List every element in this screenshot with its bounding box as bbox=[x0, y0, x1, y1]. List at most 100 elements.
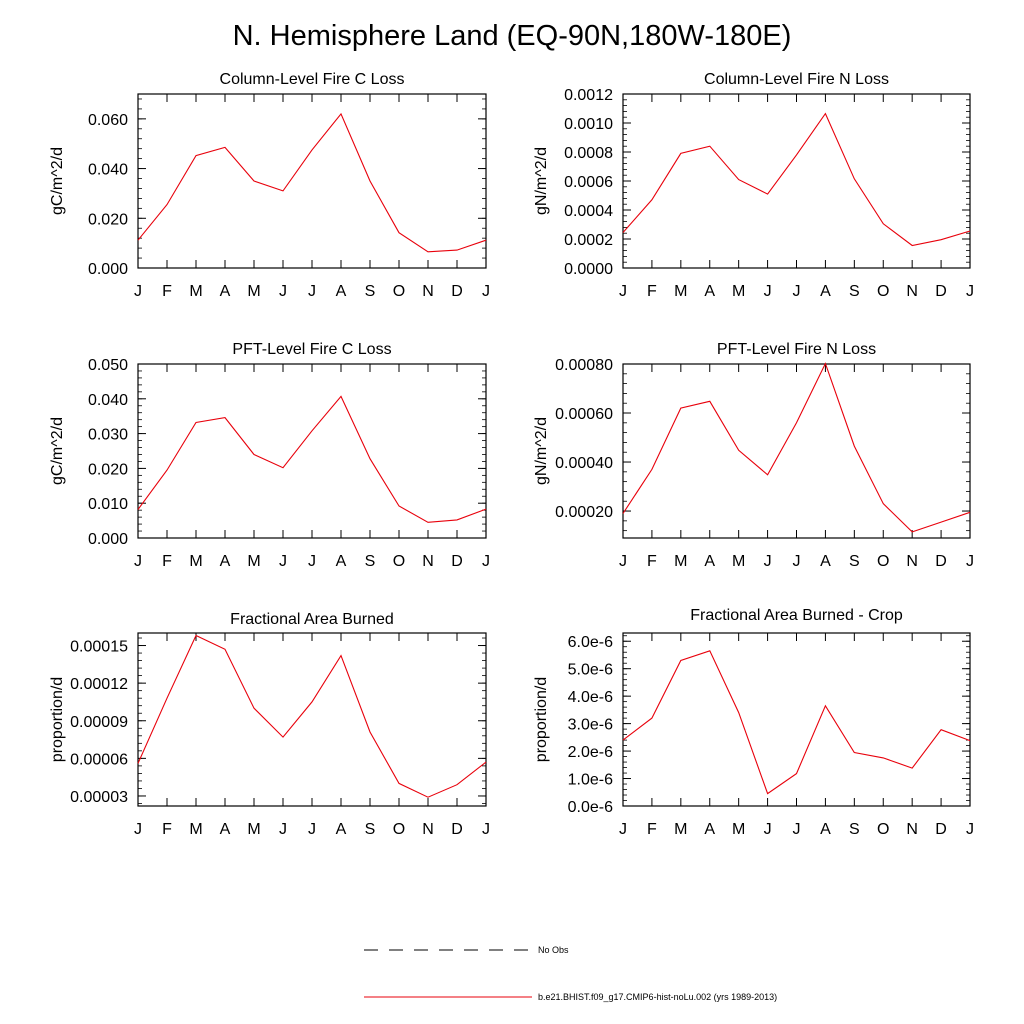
panel-title: Fractional Area Burned bbox=[230, 611, 394, 628]
x-tick-label: J bbox=[482, 821, 490, 838]
series-line bbox=[622, 650, 971, 795]
x-tick-label: O bbox=[393, 283, 405, 300]
legend-label: No Obs bbox=[538, 945, 569, 955]
x-tick-label: M bbox=[732, 553, 745, 570]
x-tick-label: N bbox=[422, 283, 434, 300]
x-tick-label: F bbox=[162, 821, 172, 838]
y-tick-label: 0.0008 bbox=[564, 145, 613, 162]
panel-title: Column-Level Fire N Loss bbox=[704, 71, 889, 88]
x-tick-label: J bbox=[134, 283, 142, 300]
x-tick-label: J bbox=[619, 553, 627, 570]
y-tick-label: 0.00012 bbox=[70, 676, 128, 693]
x-tick-label: J bbox=[482, 553, 490, 570]
y-tick-label: 0.000 bbox=[88, 531, 128, 548]
x-tick-label: O bbox=[877, 821, 889, 838]
x-tick-label: F bbox=[162, 553, 172, 570]
x-tick-label: J bbox=[279, 283, 287, 300]
y-axis-label: gC/m^2/d bbox=[49, 417, 66, 485]
plot-frame bbox=[137, 632, 487, 807]
x-tick-label: N bbox=[422, 821, 434, 838]
y-axis-label: gC/m^2/d bbox=[49, 147, 66, 215]
y-tick-label: 0.00040 bbox=[555, 455, 613, 472]
x-tick-label: S bbox=[849, 553, 860, 570]
x-tick-label: J bbox=[134, 553, 142, 570]
y-tick-label: 0.0006 bbox=[564, 174, 613, 191]
y-tick-label: 0.000 bbox=[88, 261, 128, 278]
y-tick-label: 0.00020 bbox=[555, 504, 613, 521]
y-axis-label: gN/m^2/d bbox=[533, 147, 550, 215]
x-tick-label: N bbox=[906, 283, 918, 300]
series-line bbox=[137, 112, 487, 253]
panel-title: Fractional Area Burned - Crop bbox=[690, 607, 903, 624]
x-tick-label: J bbox=[134, 821, 142, 838]
y-tick-label: 4.0e-6 bbox=[568, 689, 613, 706]
legend: No Obs b.e21.BHIST.f09_g17.CMIP6-hist-noL… bbox=[364, 945, 777, 1002]
x-tick-label: A bbox=[220, 553, 231, 570]
x-tick-label: M bbox=[189, 553, 202, 570]
series-line bbox=[622, 362, 971, 533]
y-tick-label: 0.00015 bbox=[70, 639, 128, 656]
x-tick-label: J bbox=[793, 553, 801, 570]
x-tick-label: F bbox=[647, 283, 657, 300]
x-tick-label: M bbox=[674, 283, 687, 300]
x-tick-label: J bbox=[764, 821, 772, 838]
x-tick-label: M bbox=[674, 553, 687, 570]
legend-label: b.e21.BHIST.f09_g17.CMIP6-hist-noLu.002 … bbox=[538, 992, 777, 1002]
y-axis-label: proportion/d bbox=[533, 677, 550, 762]
x-tick-label: J bbox=[764, 553, 772, 570]
x-tick-label: M bbox=[189, 283, 202, 300]
x-tick-label: J bbox=[482, 283, 490, 300]
plot-frame bbox=[137, 93, 487, 269]
x-tick-label: J bbox=[308, 821, 316, 838]
x-tick-label: J bbox=[966, 821, 974, 838]
x-tick-label: D bbox=[935, 821, 947, 838]
x-tick-label: F bbox=[647, 821, 657, 838]
y-tick-label: 0.0010 bbox=[564, 116, 613, 133]
y-tick-label: 0.020 bbox=[88, 461, 128, 478]
x-tick-label: J bbox=[764, 283, 772, 300]
x-tick-label: O bbox=[393, 553, 405, 570]
x-tick-label: A bbox=[704, 553, 715, 570]
y-tick-label: 0.050 bbox=[88, 357, 128, 374]
y-tick-label: 5.0e-6 bbox=[568, 662, 613, 679]
y-tick-label: 0.040 bbox=[88, 162, 128, 179]
x-tick-label: J bbox=[966, 553, 974, 570]
y-axis-label: proportion/d bbox=[49, 677, 66, 762]
x-tick-label: O bbox=[877, 283, 889, 300]
y-tick-label: 0.030 bbox=[88, 427, 128, 444]
x-tick-label: M bbox=[732, 821, 745, 838]
y-tick-label: 3.0e-6 bbox=[568, 717, 613, 734]
y-tick-label: 0.040 bbox=[88, 392, 128, 409]
plot-frame bbox=[137, 363, 487, 539]
plot-frame bbox=[622, 93, 971, 269]
y-axis-label: gN/m^2/d bbox=[533, 417, 550, 485]
x-tick-label: M bbox=[674, 821, 687, 838]
x-tick-label: D bbox=[451, 821, 463, 838]
x-tick-label: A bbox=[336, 821, 347, 838]
y-tick-label: 6.0e-6 bbox=[568, 634, 613, 651]
y-tick-label: 0.0e-6 bbox=[568, 799, 613, 816]
x-tick-label: O bbox=[877, 553, 889, 570]
y-tick-label: 0.0012 bbox=[564, 87, 613, 104]
y-tick-label: 0.0004 bbox=[564, 203, 613, 220]
plot-frame bbox=[622, 363, 971, 539]
y-tick-label: 0.00003 bbox=[70, 789, 128, 806]
x-tick-label: O bbox=[393, 821, 405, 838]
x-tick-label: J bbox=[619, 283, 627, 300]
x-tick-label: S bbox=[365, 283, 376, 300]
panel-title: PFT-Level Fire N Loss bbox=[717, 341, 876, 358]
y-tick-label: 2.0e-6 bbox=[568, 744, 613, 761]
x-tick-label: J bbox=[279, 553, 287, 570]
x-tick-label: M bbox=[247, 283, 260, 300]
x-tick-label: M bbox=[247, 821, 260, 838]
x-tick-label: D bbox=[935, 553, 947, 570]
y-tick-label: 0.00080 bbox=[555, 357, 613, 374]
x-tick-label: F bbox=[162, 283, 172, 300]
x-tick-label: M bbox=[732, 283, 745, 300]
x-tick-label: D bbox=[451, 283, 463, 300]
